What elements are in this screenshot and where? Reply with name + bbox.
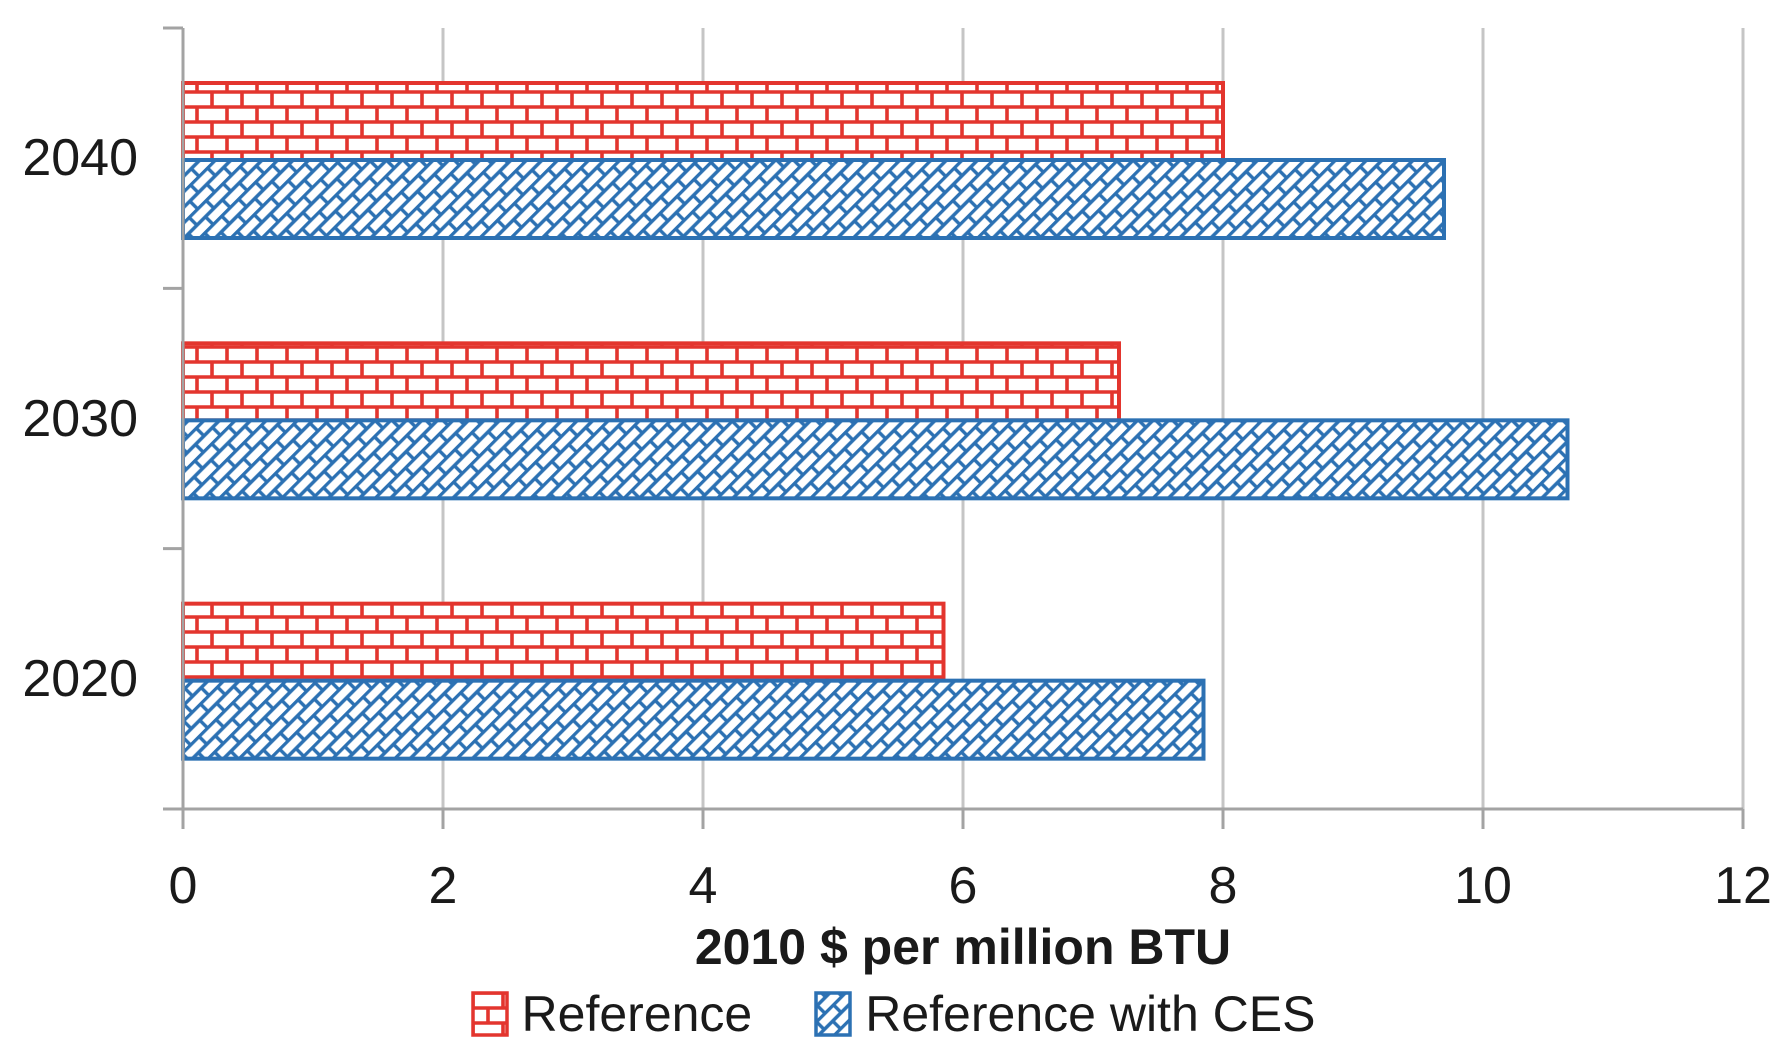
x-axis-tick-8: 8 (1208, 857, 1238, 915)
x-axis-tick-4: 4 (688, 857, 718, 915)
legend-item-reference-with-ces: Reference with CES (814, 985, 1315, 1043)
x-axis-tick-10: 10 (1454, 857, 1512, 915)
legend-swatch-diagonal-blue-icon (814, 991, 852, 1037)
y-axis-label-2040: 2040 (22, 129, 138, 188)
axes-and-ticks (163, 26, 1745, 829)
legend-label-reference-with-ces: Reference with CES (865, 986, 1316, 1042)
bar-reference-2030 (181, 341, 1121, 423)
bar-reference-with-ces-2040 (181, 158, 1446, 240)
x-axis-tick-2: 2 (428, 857, 458, 915)
legend-label-reference: Reference (521, 986, 753, 1042)
bar-reference-with-ces-2030 (181, 418, 1570, 501)
bar-reference-2040 (181, 81, 1225, 162)
x-axis-title: 2010 $ per million BTU (694, 919, 1232, 975)
y-axis-label-2020: 2020 (22, 649, 138, 708)
legend: Reference Reference with CES (0, 982, 1786, 1046)
x-axis-tick-0: 0 (168, 857, 198, 915)
bar-reference-2020 (181, 601, 946, 683)
legend-swatch-brick-red-icon (470, 991, 509, 1037)
bar-reference-with-ces-2020 (181, 678, 1206, 761)
x-axis-tick-12: 12 (1714, 857, 1772, 915)
bars (181, 81, 1570, 761)
legend-item-reference: Reference (470, 985, 753, 1043)
x-axis-tick-6: 6 (948, 857, 978, 915)
y-axis-label-2030: 2030 (22, 389, 138, 448)
